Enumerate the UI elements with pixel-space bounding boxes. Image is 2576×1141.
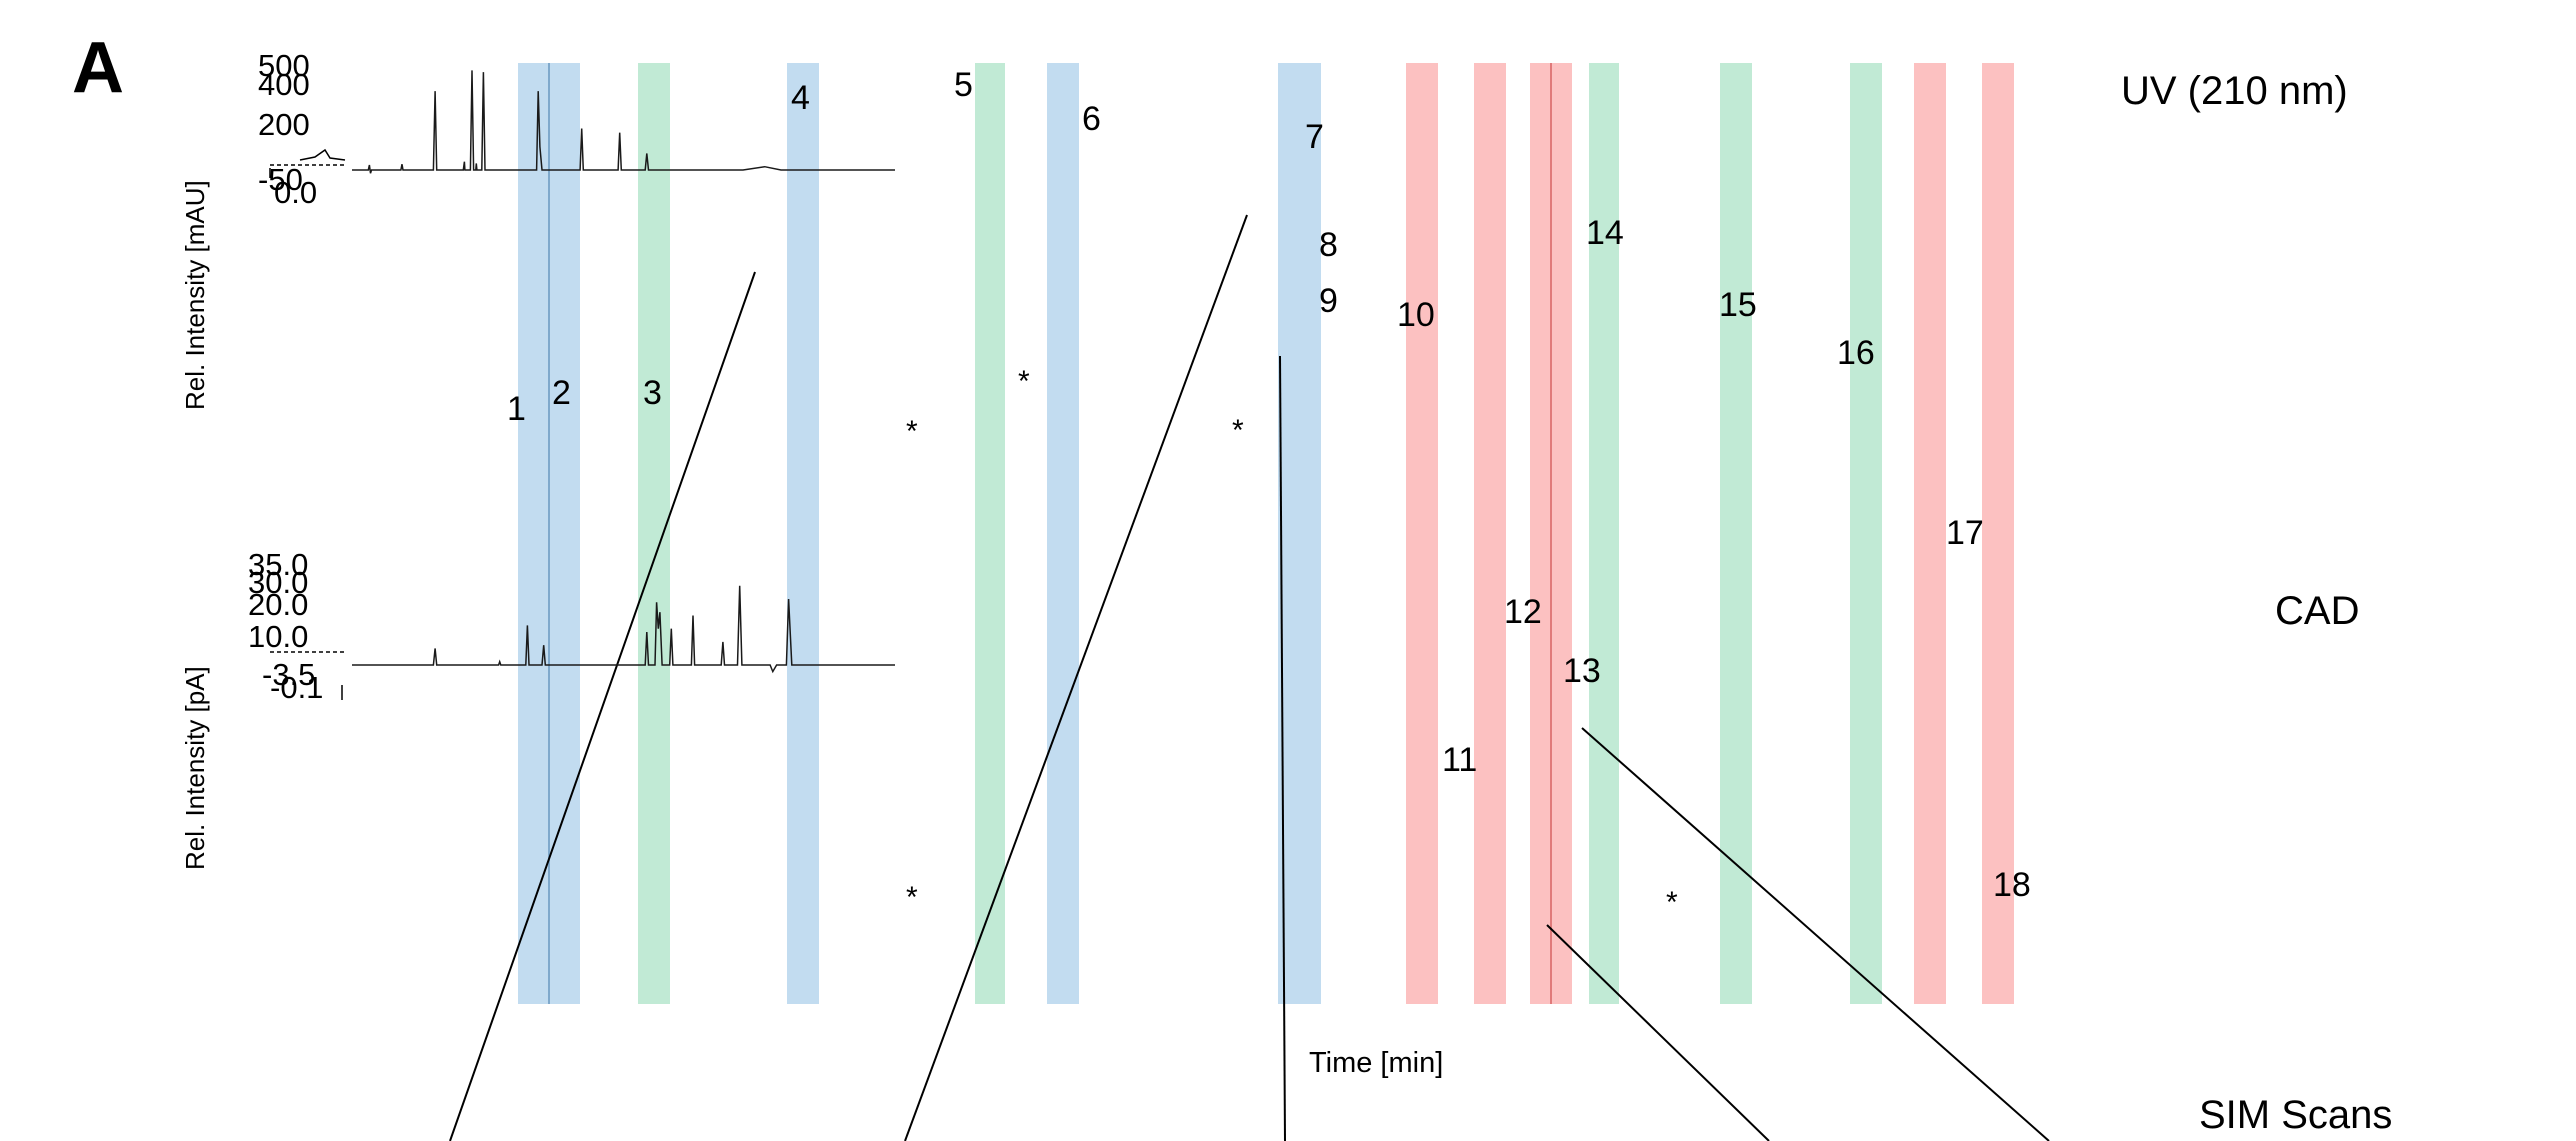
peak-band-7 [1047,63,1079,1004]
connector-line [1581,727,2050,1141]
cad-ytick-label: -3.5 [262,657,315,692]
peak-label: 14 [1586,214,1624,252]
peak-label: 7 [1305,118,1324,156]
uv-ytick-label: 400 [258,67,310,102]
uv-ytick-label: -50 [258,162,303,197]
connector-line [904,214,1248,1141]
asterisk: * [906,415,918,448]
sim-panel-label: SIM Scans [2199,1093,2392,1137]
peak-label: 2 [552,374,571,412]
peak-label: 5 [954,66,973,104]
cad-axis: Rel. Intensity [pA] 35.0 30.0 20.0 10.0 … [180,547,895,870]
peak-bands [518,63,2014,1004]
uv-ytick-label: 500 [258,48,310,83]
uv-panel-label: UV (210 nm) [2121,69,2348,113]
peak-band-12 [1474,63,1506,1004]
uv-axis: Rel. Intensity [mAU] 500 400 200 -50 0.0 [180,48,895,410]
peak-band-15 [1720,63,1752,1004]
uv-ylabel: Rel. Intensity [mAU] [180,180,210,410]
peak-label: 8 [1319,226,1338,264]
cad-ylabel: Rel. Intensity [pA] [180,666,210,870]
cad-panel-label: CAD [2275,589,2359,633]
peak-labels: 1 2 3 4 5 6 7 8 9 10 11 12 13 14 15 16 1… [507,66,2031,904]
cad-ytick-label: 10.0 [248,619,308,654]
uv-trace [352,70,895,174]
peak-label: 16 [1837,334,1875,372]
cad-ytick-label: 35.0 [248,547,308,582]
peak-label: 1 [507,390,526,428]
peak-band-1 [518,63,546,1004]
peak-label: 6 [1082,100,1101,138]
peak-label: 9 [1319,282,1338,320]
uv-ytick-label: 0.0 [274,175,317,210]
asterisk: * [1018,365,1030,398]
connector-line [1546,924,1770,1141]
cad-inset-axis [270,651,345,700]
peak-band-16 [1850,63,1882,1004]
peak-label: 12 [1504,593,1542,631]
zoom-connector-lines [449,214,2050,1141]
peak-band-2 [546,63,580,1004]
peak-band-8 [1278,63,1321,1004]
connector-line [449,271,756,1141]
panel-letter: A [72,28,124,108]
connector-line [1279,355,1286,1141]
asterisk-markers: * * * * * [906,365,1678,919]
cad-ytick-label: 20.0 [248,587,308,622]
peak-band-14 [1589,63,1619,1004]
peak-band-3 [638,63,670,1004]
cad-ytick-label: 30.0 [248,565,308,600]
peak-label: 3 [643,374,662,412]
cad-ytick-label: -0.1 [270,670,323,705]
peak-label: 4 [791,79,810,117]
asterisk: * [1666,886,1678,919]
x-axis-label: Time [min] [1309,1047,1443,1079]
peak-label: 18 [1993,866,2031,904]
peak-label: 15 [1719,286,1757,324]
peak-label: 17 [1946,514,1984,552]
peak-band-6 [975,63,1005,1004]
peak-band-11 [1406,63,1438,1004]
peak-label: 11 [1442,741,1477,779]
peak-label: 13 [1563,652,1601,690]
peak-band-4 [787,63,819,1004]
peak-label: 10 [1397,296,1435,334]
peak-band-18 [1982,63,2014,1004]
asterisk: * [906,881,918,914]
uv-ytick-label: 200 [258,107,310,142]
cad-trace [352,585,895,674]
peak-band-17 [1914,63,1946,1004]
asterisk: * [1232,414,1244,447]
uv-inset-axis [269,148,346,178]
